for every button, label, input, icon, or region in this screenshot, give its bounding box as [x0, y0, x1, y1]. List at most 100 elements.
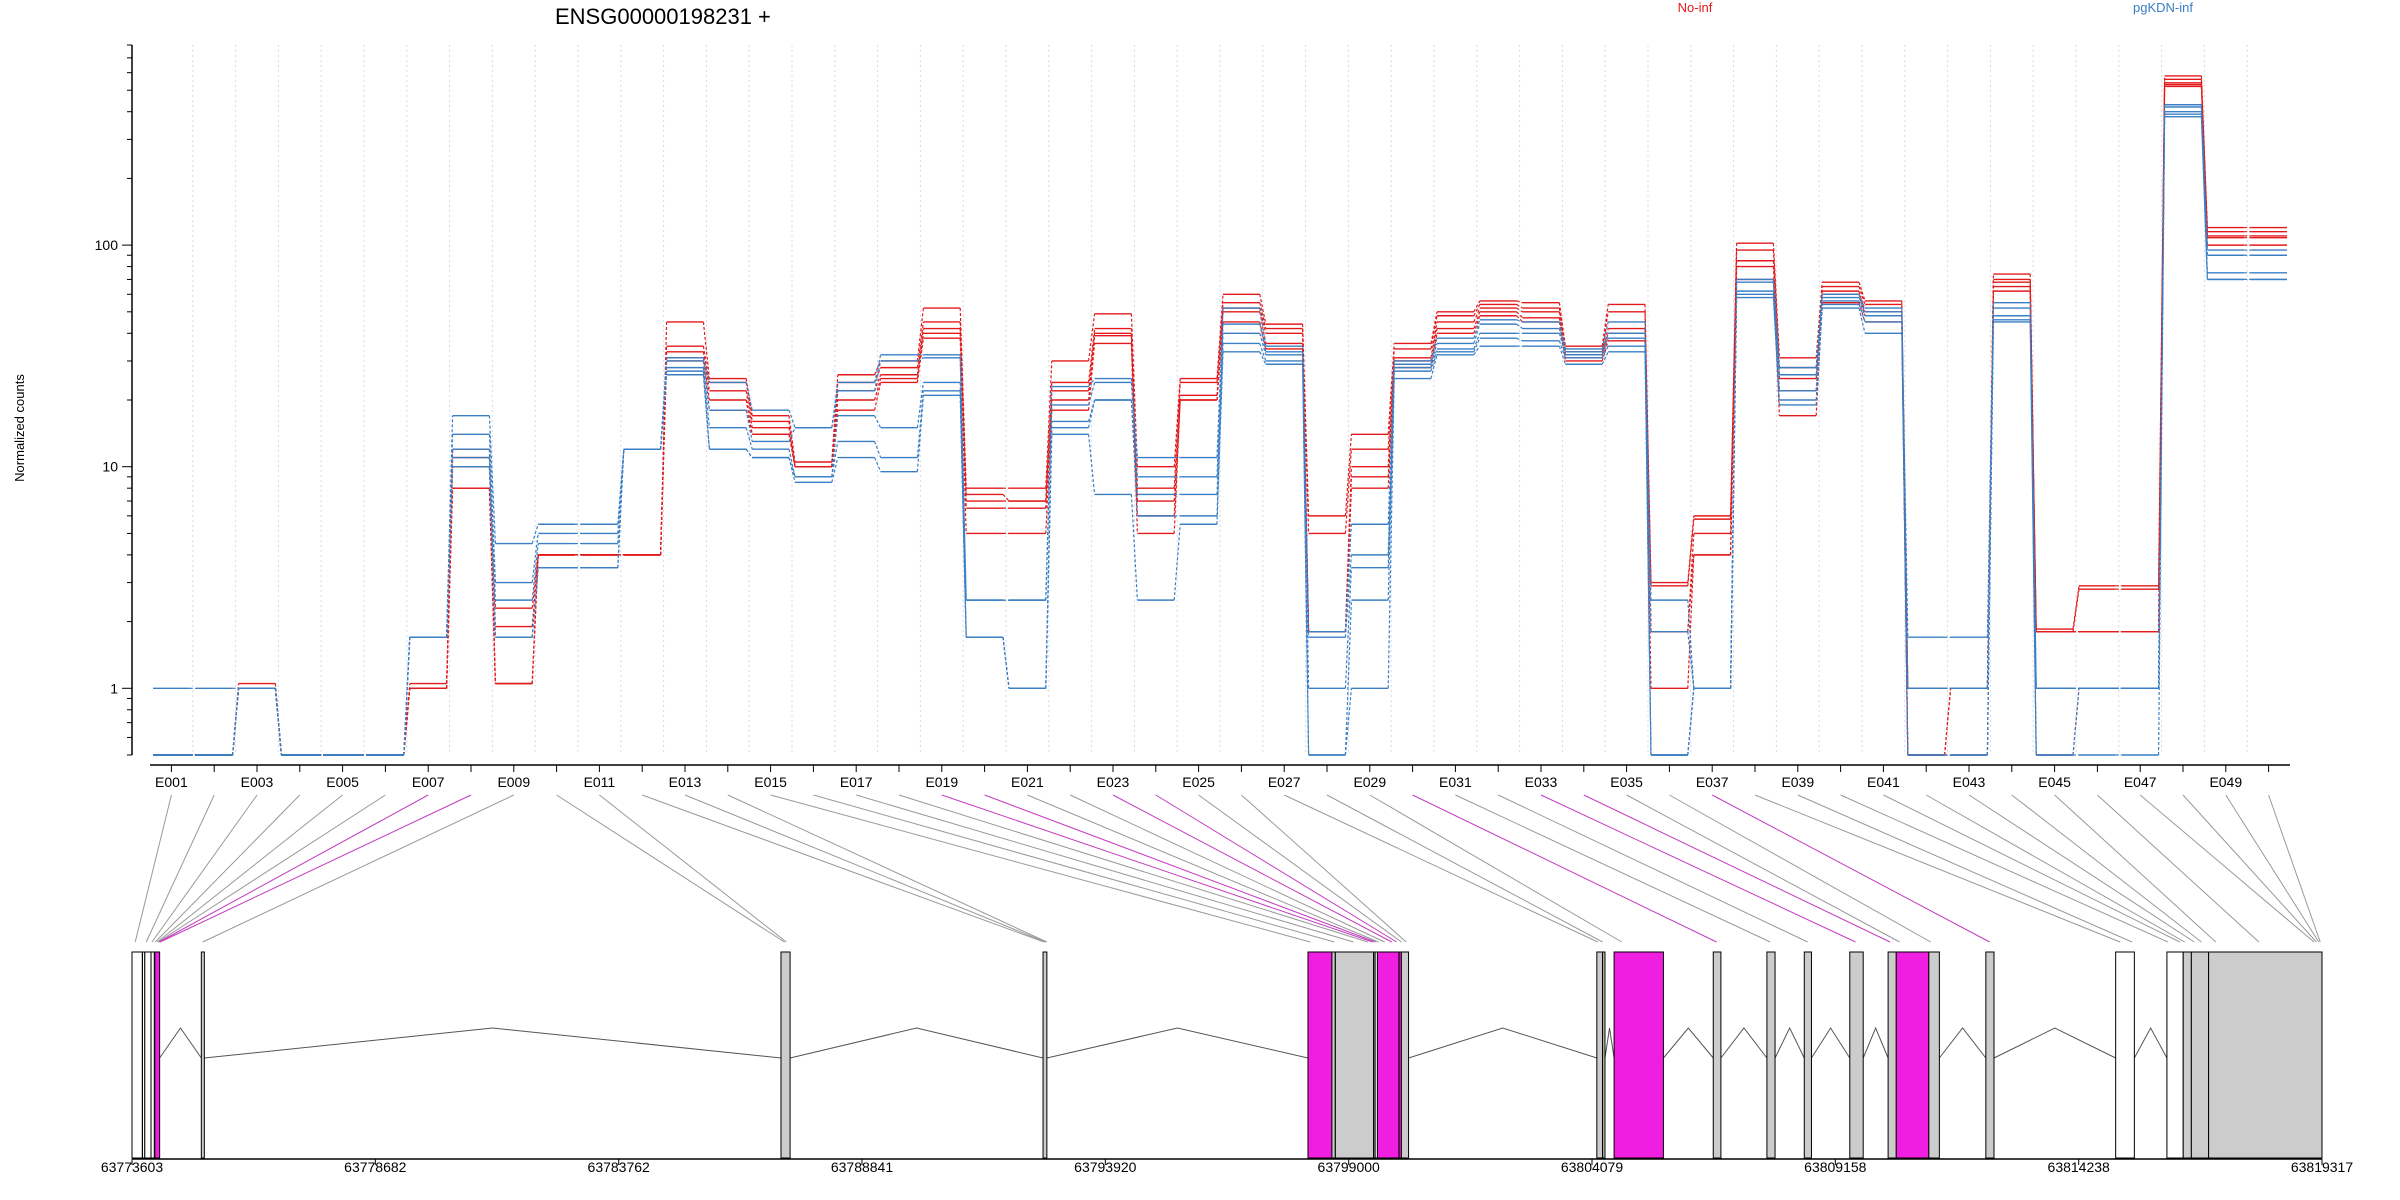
step-connector	[916, 307, 924, 362]
step-connector	[1045, 434, 1053, 689]
step-connector	[531, 567, 539, 638]
step-connector	[959, 395, 967, 638]
step-connector	[2072, 688, 2080, 756]
step-connector	[1558, 345, 1566, 365]
x-tick-label: E033	[1525, 774, 1558, 790]
step-connector	[1516, 300, 1523, 304]
step-connector	[1473, 304, 1481, 317]
step-connector	[1430, 348, 1438, 368]
step-connector	[959, 357, 967, 601]
intron-line	[1811, 1027, 1851, 1059]
x-tick-label: E029	[1353, 774, 1386, 790]
step-connector	[831, 441, 839, 477]
x-tick-label: E019	[925, 774, 958, 790]
step-connector	[1858, 307, 1866, 334]
step-connector	[1430, 311, 1438, 344]
intron-line	[1774, 1026, 1805, 1059]
step-connector	[1687, 554, 1695, 689]
step-connector	[2200, 116, 2208, 280]
step-connector	[1088, 434, 1096, 495]
exon-connector	[856, 794, 1354, 943]
step-connector	[1644, 351, 1652, 756]
x-tick-label: E009	[497, 774, 530, 790]
step-connector	[702, 357, 710, 383]
legend-no-inf: No-inf	[1678, 0, 1713, 15]
exon-box	[2208, 951, 2323, 1159]
exon-connector	[2268, 794, 2321, 943]
exon-connector	[134, 794, 172, 943]
intron-line	[1604, 1027, 1615, 1059]
exon-connector	[599, 794, 787, 943]
step-connector	[1259, 351, 1267, 365]
x-tick-label: E043	[1953, 774, 1986, 790]
exon-connector	[1669, 794, 1931, 943]
genomic-tick-label: 63804079	[1561, 1159, 1624, 1175]
exon-box	[2182, 951, 2192, 1159]
exon-connector	[1626, 794, 1900, 943]
exon-connector	[2139, 794, 2315, 943]
exon-connector	[2182, 794, 2317, 943]
step-connector	[446, 488, 454, 689]
step-connector	[1516, 319, 1523, 323]
x-tick-label: E045	[2038, 774, 2071, 790]
y-tick-label: 1	[110, 680, 118, 696]
intron-line	[1046, 1027, 1309, 1059]
exon-connector	[159, 794, 472, 943]
step-connector	[1858, 304, 1866, 323]
step-connector	[916, 382, 924, 428]
step-connector	[1772, 282, 1780, 375]
exon-box	[200, 951, 205, 1159]
step-connector	[1687, 554, 1695, 632]
step-connector	[1730, 297, 1738, 689]
x-tick-label: E037	[1696, 774, 1729, 790]
intron-line	[159, 1027, 202, 1059]
exon-connector	[1412, 794, 1717, 943]
step-connector	[1986, 321, 1994, 756]
step-connector	[1216, 343, 1224, 516]
exon-connector	[1497, 794, 1808, 943]
x-tick-label: E003	[241, 774, 274, 790]
exon-box	[144, 951, 152, 1159]
intron-line	[1408, 1027, 1597, 1059]
step-connector	[1473, 337, 1481, 353]
x-axis: E001 E003 E005 E007 E009 E011 E013 E015 E017 E019…	[150, 764, 2290, 790]
step-connector	[874, 378, 882, 401]
y-axis-label: Normalized counts	[12, 374, 27, 482]
x-tick-label: E013	[669, 774, 702, 790]
step-connector	[1858, 294, 1866, 309]
x-tick-label: E047	[2124, 774, 2157, 790]
step-connector	[702, 374, 710, 450]
step-connector	[1473, 315, 1481, 334]
step-connector	[1130, 378, 1138, 458]
exon-box	[1766, 951, 1776, 1159]
step-connector	[1558, 302, 1566, 347]
intron-line	[2133, 1026, 2168, 1059]
step-connector	[831, 415, 839, 477]
exon-connector	[984, 794, 1376, 943]
x-tick-label: E021	[1011, 774, 1044, 790]
step-connector	[1088, 313, 1096, 362]
step-connector	[831, 410, 839, 467]
intron-line	[1993, 1027, 2116, 1059]
exon-box	[1331, 951, 1375, 1159]
step-connector	[1944, 688, 1952, 756]
step-connector	[916, 390, 924, 458]
step-connector	[1601, 351, 1609, 365]
step-connector	[1088, 382, 1096, 406]
step-connector	[1473, 319, 1481, 339]
genomic-tick-label: 63799000	[1318, 1159, 1381, 1175]
genomic-tick-label: 63788841	[831, 1159, 894, 1175]
step-connector	[1387, 348, 1395, 450]
x-tick-label: E023	[1097, 774, 1130, 790]
x-tick-label: E049	[2209, 774, 2242, 790]
exon-box	[2166, 951, 2184, 1159]
exon-box	[1887, 951, 1897, 1159]
step-connector	[1558, 333, 1566, 355]
exon-connector	[1241, 794, 1407, 943]
chart-title: ENSG00000198231 +	[555, 4, 771, 29]
exon-box	[2190, 951, 2210, 1159]
exon-connector	[1840, 794, 2169, 943]
step-connector	[874, 360, 882, 375]
exon-connector	[556, 794, 785, 943]
